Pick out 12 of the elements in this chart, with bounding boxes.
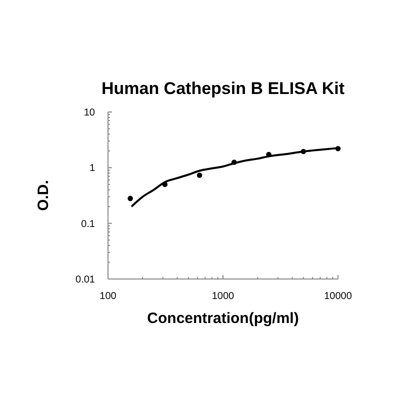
y-tick-label: 10 — [84, 108, 96, 118]
point — [196, 172, 202, 178]
x-tick-label: 10000 — [324, 291, 352, 302]
y-tick-label: 0.1 — [81, 218, 96, 230]
y-axis-title: O.D. — [35, 180, 52, 211]
x-axis-title: Concentration(pg/ml) — [147, 310, 299, 327]
y-tick-label: 1 — [89, 163, 96, 174]
x-tick-label: 1000 — [212, 291, 235, 302]
x-tick-label: 100 — [100, 291, 117, 302]
chart-title: Human Cathepsin B ELISA Kit — [101, 79, 345, 98]
point — [128, 196, 133, 202]
y-tick-label: 0.01 — [76, 274, 96, 286]
